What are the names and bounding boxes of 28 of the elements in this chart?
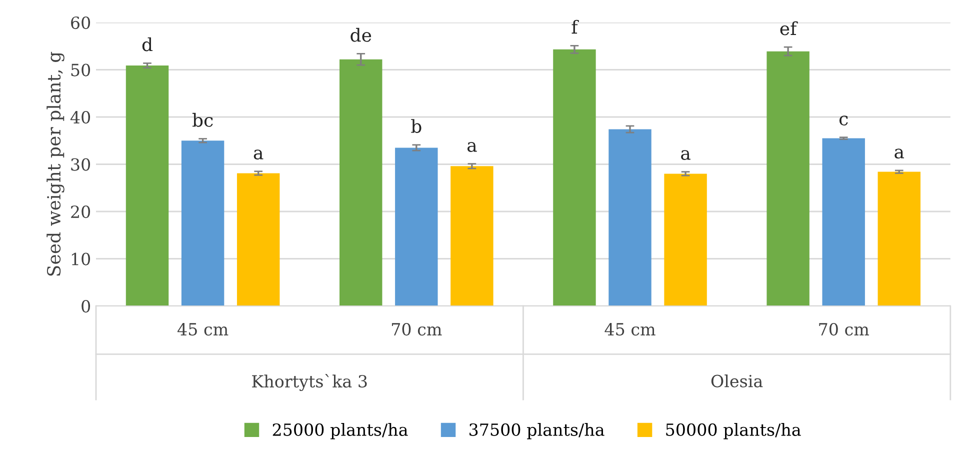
- data-label: a: [681, 150, 690, 160]
- data-label: ef: [780, 21, 798, 36]
- y-axis-title: Seed weight per plant, g: [46, 52, 64, 276]
- legend-label: 50000 plants/ha: [666, 423, 801, 440]
- data-label: bc: [192, 112, 213, 127]
- y-tick-label: 10: [72, 252, 90, 266]
- data-label: b: [411, 119, 422, 134]
- text: Khortyts`ka 3: [252, 374, 367, 392]
- y-tick-label: 0: [82, 300, 90, 313]
- x-tick-label: 45 cm: [604, 322, 656, 336]
- x-tick-label: 70 cm: [392, 322, 442, 336]
- y-tick-label: 30: [71, 158, 90, 171]
- y-tick-label: 20: [71, 205, 90, 218]
- text: Olesia: [711, 374, 763, 388]
- data-label: a: [894, 148, 904, 159]
- x-tick-label: 70 cm: [819, 322, 869, 336]
- y-tick-label: 60: [71, 16, 90, 30]
- legend-label: 37500 plants/ha: [470, 423, 604, 440]
- y-tick-label: 40: [70, 110, 90, 124]
- data-label: d: [142, 37, 153, 52]
- data-label: de: [350, 28, 372, 42]
- legend-label: 25000 plants/ha: [272, 423, 408, 440]
- data-label: c: [839, 116, 848, 126]
- data-label: a: [467, 142, 477, 152]
- x-tick-label: 45 cm: [177, 322, 228, 336]
- data-label: f: [572, 20, 579, 34]
- data-label: a: [254, 150, 264, 160]
- y-tick-label: 50: [71, 64, 90, 76]
